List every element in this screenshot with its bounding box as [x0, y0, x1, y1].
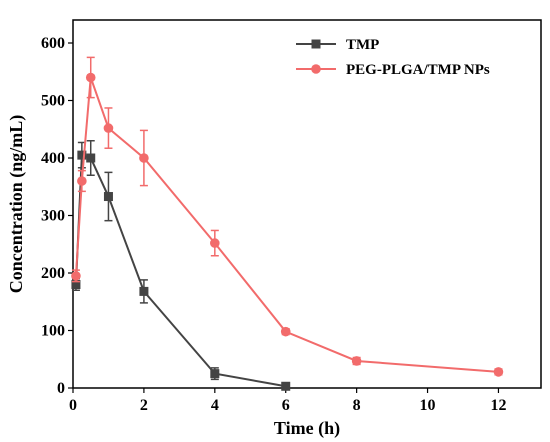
data-point [103, 192, 113, 202]
data-point [210, 238, 220, 248]
x-tick-label: 2 [140, 397, 148, 414]
data-point [77, 176, 87, 186]
data-point [311, 39, 321, 49]
x-tick-label: 8 [353, 397, 361, 414]
legend-label: PEG-PLGA/TMP NPs [346, 62, 490, 78]
x-tick-label: 10 [420, 397, 436, 414]
legend-item: TMP [296, 37, 379, 53]
series-tmp [71, 140, 291, 391]
y-tick-label: 500 [41, 93, 65, 110]
data-point [351, 356, 362, 366]
axis-ticks: 0 2 4 6 8 10 12 0 100 200 300 400 500 600 [41, 35, 506, 414]
data-point [71, 280, 81, 289]
data-point [139, 153, 149, 163]
data-point [86, 153, 96, 163]
data-point [77, 150, 87, 160]
data-point [210, 369, 220, 379]
legend: TMP PEG-PLGA/TMP NPs [296, 37, 490, 78]
y-axis-title: Concentration (ng/mL) [6, 115, 27, 294]
legend-item: PEG-PLGA/TMP NPs [296, 62, 490, 78]
y-tick-label: 600 [41, 35, 65, 52]
y-tick-label: 100 [41, 323, 65, 340]
x-axis-title: Time (h) [274, 418, 340, 439]
data-point [280, 326, 291, 337]
data-point [85, 72, 96, 83]
data-point [139, 286, 149, 296]
data-point [281, 381, 291, 391]
data-point [493, 367, 504, 377]
x-tick-label: 4 [211, 397, 219, 414]
series-layer [71, 56, 504, 391]
plot-frame [72, 19, 542, 389]
y-tick-label: 400 [41, 150, 65, 167]
series-peg-plga-tmp-nps [71, 56, 504, 377]
data-point [311, 64, 321, 74]
y-tick-label: 300 [41, 208, 65, 225]
x-tick-label: 0 [69, 397, 77, 414]
data-point [71, 271, 81, 281]
data-point [103, 123, 114, 133]
legend-label: TMP [346, 37, 379, 53]
series-line [74, 153, 286, 388]
y-tick-label: 200 [41, 265, 65, 282]
y-tick-label: 0 [57, 380, 65, 397]
x-tick-label: 6 [282, 397, 290, 414]
x-tick-label: 12 [490, 397, 506, 414]
